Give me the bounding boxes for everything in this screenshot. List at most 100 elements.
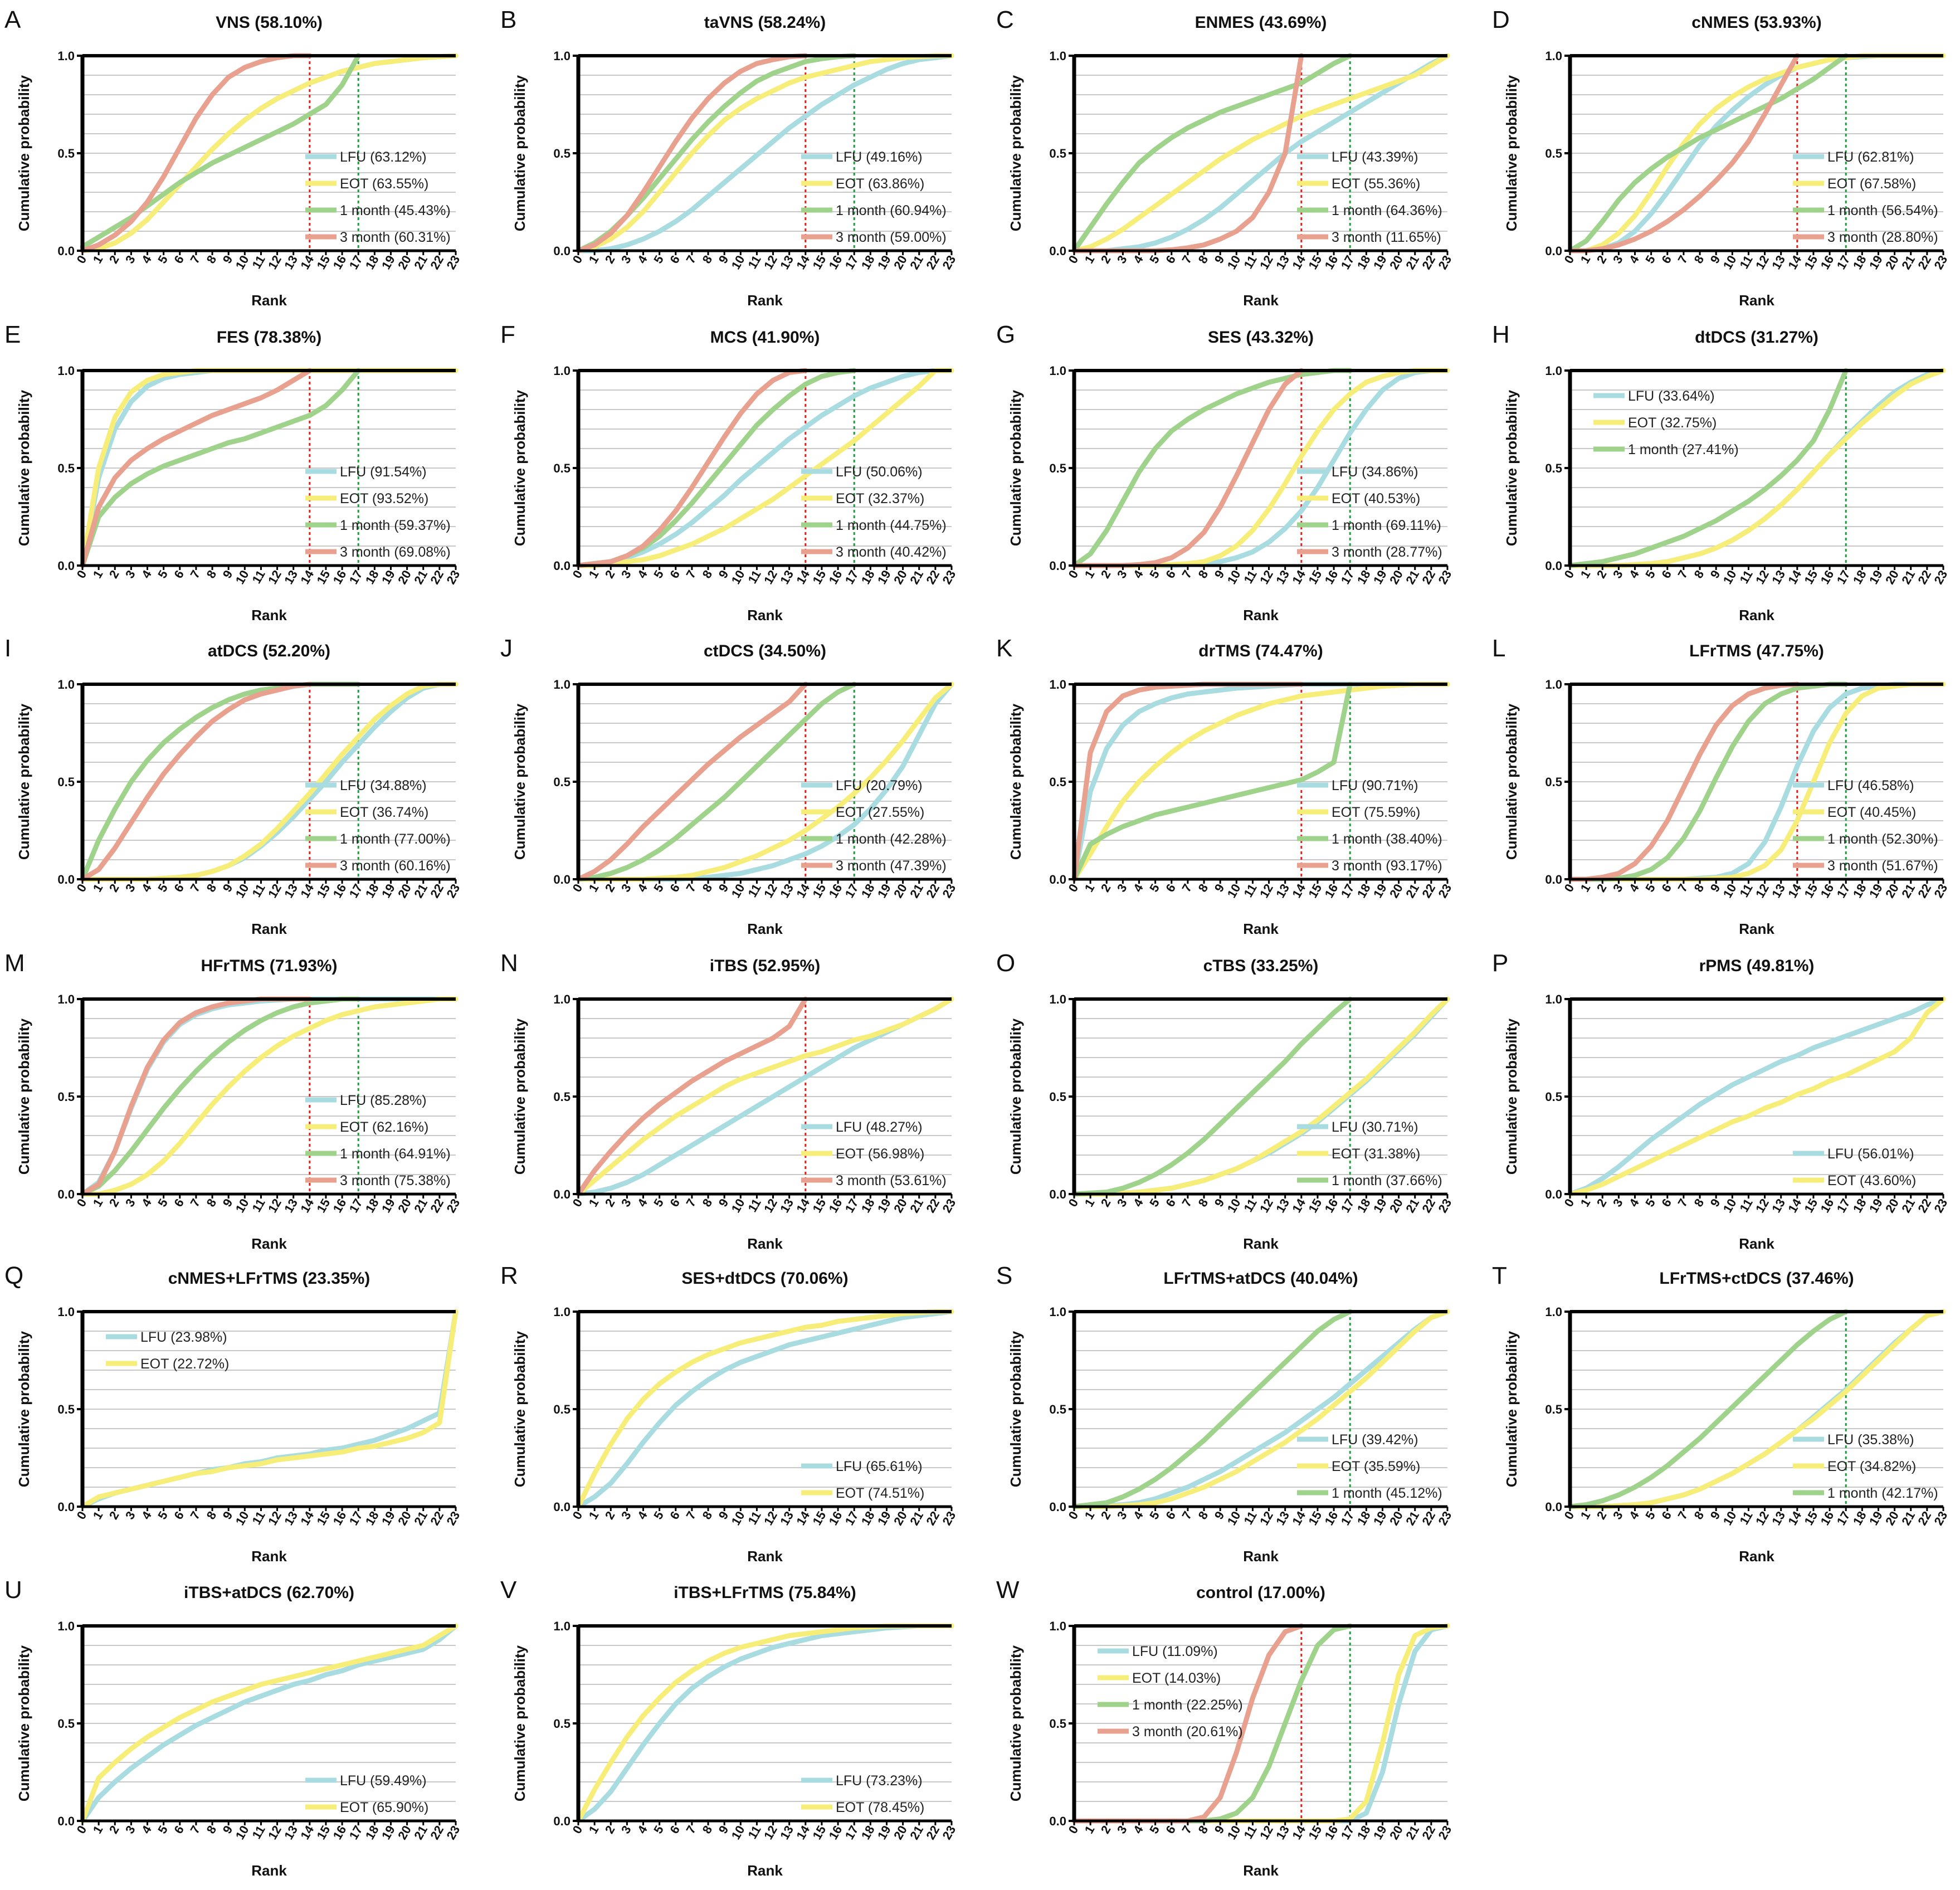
x-tick-label: 16 bbox=[330, 1823, 349, 1842]
x-tick-label: 0 bbox=[1562, 253, 1577, 266]
x-axis-label: Rank bbox=[251, 1862, 287, 1879]
legend-entry: 1 month (27.41%) bbox=[1628, 442, 1739, 457]
x-tick-label: 11 bbox=[1737, 1196, 1755, 1215]
x-tick-label: 2 bbox=[1098, 253, 1114, 266]
x-tick-label: 17 bbox=[1338, 253, 1357, 272]
x-tick-label: 2 bbox=[1594, 1509, 1610, 1522]
x-tick-label: 20 bbox=[1387, 1823, 1406, 1842]
y-tick-label: 0.5 bbox=[1545, 775, 1562, 789]
x-tick-label: 0 bbox=[570, 568, 586, 581]
legend-entry: LFU (85.28%) bbox=[340, 1093, 427, 1108]
series-line-1-month bbox=[1567, 368, 1849, 568]
legend-entry: 1 month (60.94%) bbox=[836, 203, 947, 218]
x-tick-label: 18 bbox=[363, 881, 382, 900]
y-tick-label: 1.0 bbox=[1049, 992, 1066, 1006]
y-tick-label: 0.0 bbox=[1049, 873, 1066, 886]
x-tick-label: 7 bbox=[187, 1196, 203, 1209]
x-tick-label: 6 bbox=[1163, 1509, 1178, 1522]
x-tick-label: 3 bbox=[618, 568, 634, 581]
x-tick-label: 3 bbox=[1610, 1509, 1626, 1522]
legend-entry: EOT (27.55%) bbox=[836, 805, 924, 820]
x-tick-label: 6 bbox=[1163, 1823, 1178, 1836]
x-tick-label: 20 bbox=[1883, 1196, 1902, 1215]
series-line-eot bbox=[80, 1623, 459, 1824]
x-tick-label: 0 bbox=[1066, 1196, 1081, 1209]
y-axis-label: Cumulative probability bbox=[1503, 1331, 1520, 1487]
x-tick-label: 5 bbox=[651, 1196, 666, 1209]
chart-title: MCS (41.90%) bbox=[710, 328, 820, 347]
x-tick-label: 11 bbox=[745, 1823, 763, 1842]
x-tick-label: 12 bbox=[1257, 1823, 1276, 1842]
x-tick-label: 23 bbox=[939, 1509, 958, 1528]
x-tick-label: 11 bbox=[1737, 1509, 1755, 1527]
x-tick-label: 2 bbox=[1098, 881, 1114, 894]
y-axis-label: Cumulative probability bbox=[16, 1331, 32, 1487]
x-tick-label: 5 bbox=[651, 1509, 666, 1522]
x-tick-label: 1 bbox=[1082, 881, 1098, 894]
x-tick-label: 3 bbox=[123, 253, 138, 266]
x-tick-label: 20 bbox=[395, 568, 414, 587]
x-tick-label: 15 bbox=[810, 253, 828, 272]
y-tick-label: 0.0 bbox=[57, 1814, 75, 1828]
x-tick-label: 13 bbox=[777, 568, 796, 587]
x-tick-label: 8 bbox=[1196, 1823, 1211, 1836]
y-tick-label: 0.5 bbox=[1049, 1090, 1066, 1104]
x-tick-label: 19 bbox=[1866, 253, 1885, 272]
x-tick-label: 7 bbox=[1675, 568, 1690, 581]
series-line-lfu bbox=[576, 368, 954, 568]
series-line-1-month bbox=[1567, 1309, 1849, 1509]
series-line-1-month bbox=[1071, 1309, 1353, 1509]
x-tick-label: 11 bbox=[1241, 1823, 1259, 1842]
x-tick-label: 6 bbox=[667, 881, 682, 894]
x-tick-label: 7 bbox=[1179, 568, 1194, 581]
x-tick-label: 7 bbox=[683, 568, 699, 581]
chart-title: ENMES (43.69%) bbox=[1195, 13, 1327, 32]
x-tick-label: 22 bbox=[1419, 253, 1438, 272]
x-tick-label: 22 bbox=[923, 881, 942, 900]
x-axis-label: Rank bbox=[251, 292, 287, 309]
x-tick-label: 11 bbox=[249, 1823, 267, 1842]
x-tick-label: 1 bbox=[586, 1823, 602, 1836]
x-tick-label: 23 bbox=[1435, 1509, 1454, 1528]
x-tick-label: 20 bbox=[1387, 1509, 1406, 1528]
x-tick-label: 19 bbox=[1866, 1196, 1885, 1215]
legend-entry: LFU (34.86%) bbox=[1332, 464, 1418, 480]
x-tick-label: 16 bbox=[330, 568, 349, 587]
x-tick-label: 1 bbox=[1578, 1509, 1593, 1522]
chart-panel-a: A VNS (58.10%)0.00.51.00 1 2 3 4 5 6 7 8 910111213… bbox=[4, 6, 462, 309]
x-tick-label: 0 bbox=[1562, 1196, 1577, 1209]
x-tick-label: 3 bbox=[123, 568, 138, 581]
panel-letter: L bbox=[1492, 635, 1505, 662]
x-tick-label: 19 bbox=[1866, 568, 1885, 587]
series-line-eot bbox=[576, 1309, 954, 1509]
series-line-3-month bbox=[80, 681, 313, 882]
chart-title: HFrTMS (71.93%) bbox=[201, 957, 337, 975]
x-tick-label: 19 bbox=[1371, 1509, 1389, 1528]
y-tick-label: 1.0 bbox=[1049, 364, 1066, 378]
x-tick-label: 12 bbox=[265, 1196, 284, 1215]
y-tick-label: 0.5 bbox=[1545, 1090, 1562, 1104]
x-tick-label: 2 bbox=[1594, 253, 1610, 266]
y-tick-label: 0.5 bbox=[1049, 1717, 1066, 1731]
x-axis-label: Rank bbox=[1739, 1235, 1774, 1252]
x-tick-label: 21 bbox=[411, 568, 430, 587]
x-tick-label: 14 bbox=[298, 1823, 316, 1842]
y-tick-label: 1.0 bbox=[57, 49, 75, 63]
x-tick-label: 1 bbox=[1082, 568, 1098, 581]
x-tick-label: 20 bbox=[1387, 253, 1406, 272]
x-tick-label: 6 bbox=[1659, 253, 1674, 266]
y-tick-label: 0.5 bbox=[57, 1090, 75, 1104]
legend-entry: EOT (43.60%) bbox=[1827, 1173, 1916, 1188]
panel-letter: G bbox=[996, 321, 1015, 348]
panel-letter: N bbox=[500, 949, 518, 977]
x-tick-label: 23 bbox=[443, 881, 462, 900]
x-tick-label: 16 bbox=[826, 1196, 845, 1215]
x-tick-label: 16 bbox=[826, 1509, 845, 1528]
x-tick-label: 23 bbox=[443, 1509, 462, 1528]
y-tick-label: 1.0 bbox=[57, 678, 75, 691]
legend-entry: 3 month (28.80%) bbox=[1827, 230, 1938, 245]
y-tick-label: 0.5 bbox=[1545, 461, 1562, 475]
x-tick-label: 16 bbox=[1818, 568, 1837, 587]
y-tick-label: 0.5 bbox=[553, 147, 571, 160]
